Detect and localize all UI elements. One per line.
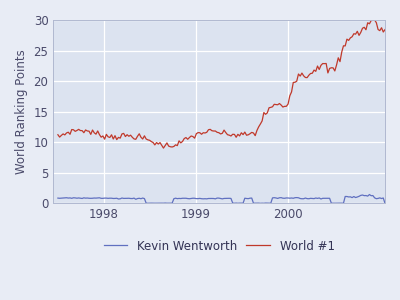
Kevin Wentworth bbox=[367, 193, 372, 196]
World #1 bbox=[206, 128, 211, 132]
Kevin Wentworth bbox=[220, 197, 225, 201]
Kevin Wentworth bbox=[154, 201, 159, 205]
World #1 bbox=[372, 18, 377, 22]
World #1 bbox=[56, 133, 60, 136]
Kevin Wentworth bbox=[204, 197, 209, 201]
Kevin Wentworth bbox=[149, 201, 154, 205]
World #1 bbox=[222, 128, 226, 132]
Y-axis label: World Ranking Points: World Ranking Points bbox=[15, 49, 28, 174]
Kevin Wentworth bbox=[56, 196, 60, 200]
Legend: Kevin Wentworth, World #1: Kevin Wentworth, World #1 bbox=[99, 235, 339, 257]
Kevin Wentworth bbox=[382, 202, 387, 205]
Kevin Wentworth bbox=[132, 196, 136, 200]
World #1 bbox=[382, 28, 387, 31]
Kevin Wentworth bbox=[90, 196, 95, 200]
World #1 bbox=[154, 141, 159, 144]
World #1 bbox=[161, 146, 166, 150]
Line: World #1: World #1 bbox=[58, 20, 385, 148]
World #1 bbox=[149, 140, 154, 143]
World #1 bbox=[90, 128, 95, 132]
Line: Kevin Wentworth: Kevin Wentworth bbox=[58, 194, 385, 203]
World #1 bbox=[132, 137, 136, 141]
